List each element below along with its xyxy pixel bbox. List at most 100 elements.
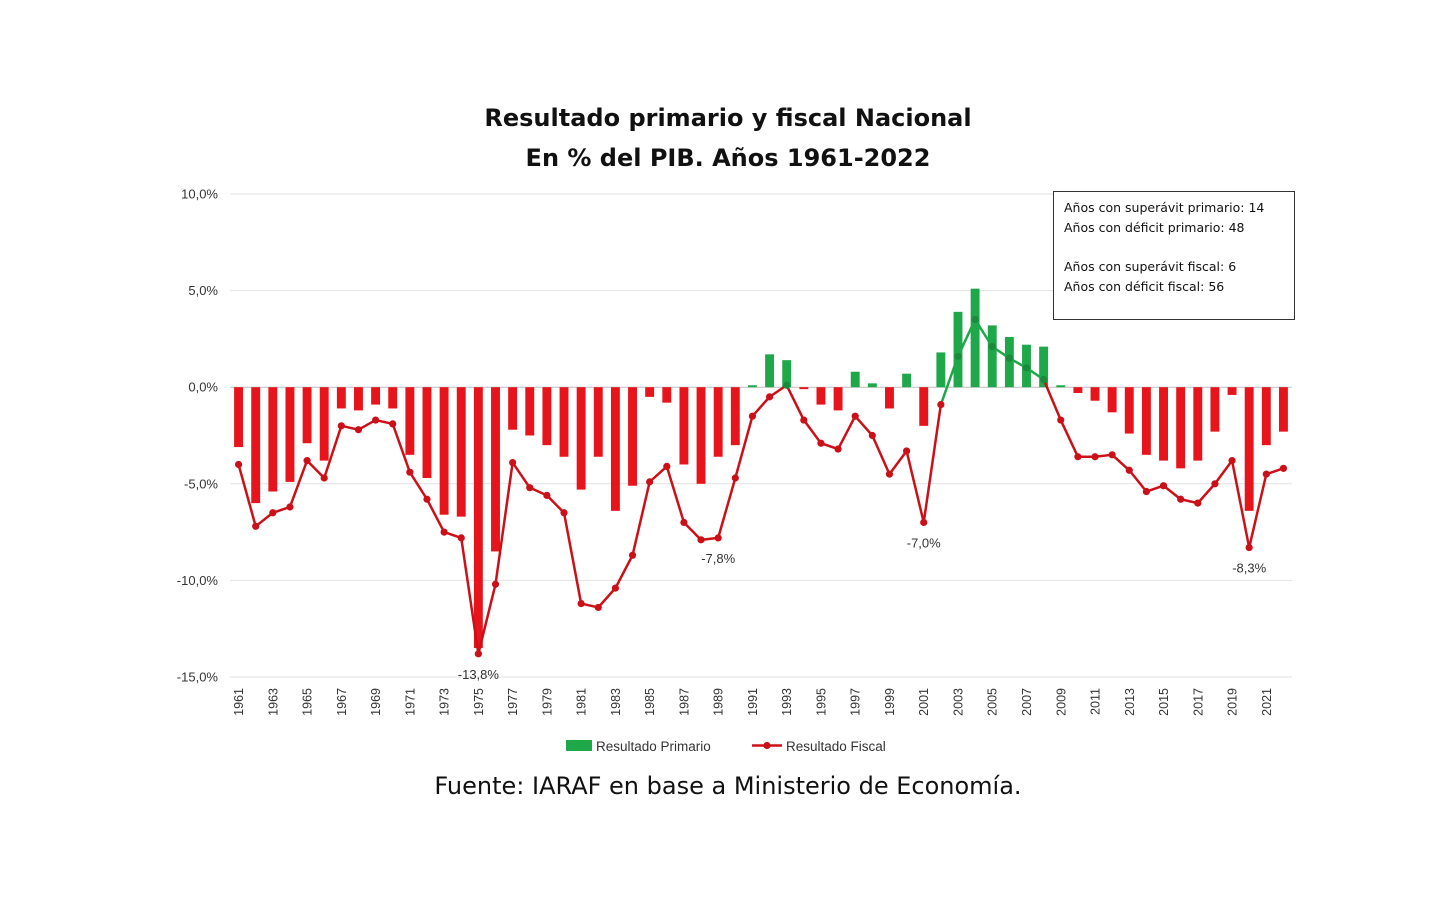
fiscal-point <box>577 599 585 608</box>
primary-bar <box>542 387 552 446</box>
fiscal-point <box>594 603 602 612</box>
x-axis-ticks: 1961 1963 1965 1967 1969 1971 1973 1975 1977 1979… <box>232 688 1274 716</box>
primary-bar <box>1107 387 1117 413</box>
primary-bar <box>1159 387 1168 461</box>
fiscal-point <box>1040 375 1048 384</box>
fiscal-line-segment <box>511 461 532 489</box>
fiscal-point <box>971 315 979 324</box>
primary-bar <box>559 387 569 457</box>
fiscal-point <box>406 468 414 476</box>
fiscal-point <box>851 412 859 420</box>
x-tick-label: 1973 <box>438 688 452 716</box>
primary-bar <box>730 387 740 446</box>
fiscal-point <box>337 422 345 430</box>
fiscal-line-segment <box>682 521 703 542</box>
x-tick-label: 2011 <box>1089 688 1103 715</box>
primary-bar <box>1210 387 1220 432</box>
fiscal-line-segment <box>973 318 994 348</box>
fiscal-line-segment <box>305 459 326 480</box>
primary-bar <box>747 385 757 388</box>
fiscal-point <box>937 400 945 409</box>
primary-bar <box>1090 387 1100 401</box>
fiscal-point <box>920 518 928 527</box>
primary-bar <box>1193 387 1203 461</box>
x-tick-label: 1969 <box>369 688 383 716</box>
fiscal-point <box>628 551 637 559</box>
y-tick-label: -10,0% <box>177 573 219 588</box>
primary-bar <box>234 387 244 448</box>
fiscal-point <box>765 393 774 401</box>
fiscal-point <box>902 447 911 455</box>
x-tick-label: 2019 <box>1226 688 1240 716</box>
x-tick-label: 1977 <box>506 688 520 716</box>
x-tick-label: 2017 <box>1191 688 1205 716</box>
x-tick-label: 2009 <box>1054 688 1068 716</box>
x-tick-label: 2003 <box>951 688 965 716</box>
fiscal-line-segment <box>853 414 874 437</box>
x-tick-label: 1981 <box>575 688 589 716</box>
primary-bar <box>491 387 500 552</box>
fiscal-line-segment <box>288 459 309 509</box>
fiscal-point <box>354 426 363 434</box>
primary-bar <box>953 311 963 388</box>
fiscal-point <box>800 416 808 424</box>
fiscal-point <box>543 491 551 499</box>
fiscal-point <box>663 462 671 471</box>
x-tick-label: 2007 <box>1020 688 1034 716</box>
primary-bar <box>1141 387 1151 455</box>
primary-bar <box>610 387 620 511</box>
fiscal-point <box>509 458 517 467</box>
fiscal-point <box>474 650 482 658</box>
fiscal-point <box>1057 416 1065 424</box>
fiscal-point <box>371 416 380 424</box>
x-tick-label: 2005 <box>986 688 1000 716</box>
x-tick-label: 1963 <box>266 688 280 716</box>
annotations: -13,8% -7,8% -7,0% -8,3% <box>458 535 1267 681</box>
x-tick-label: 1979 <box>540 688 554 716</box>
primary-bar <box>1124 387 1134 434</box>
fiscal-line-segment <box>716 476 737 540</box>
fiscal-line-segment <box>631 480 651 557</box>
fiscal-line-segment <box>391 422 412 474</box>
fiscal-line-segment <box>1247 472 1268 549</box>
legend-fiscal-marker <box>763 741 771 750</box>
primary-bar <box>302 387 312 444</box>
fiscal-line-segment <box>905 449 925 524</box>
primary-bar <box>902 373 912 388</box>
x-tick-label: 1965 <box>301 688 315 716</box>
x-tick-label: 1993 <box>780 688 794 716</box>
fiscal-line-segment <box>545 494 566 515</box>
y-tick-label: 10,0% <box>181 187 218 202</box>
fiscal-point <box>1142 487 1151 496</box>
legend-primary-swatch <box>566 740 592 751</box>
fiscal-point <box>697 536 705 544</box>
fiscal-line-segment <box>1230 459 1251 549</box>
primary-bar <box>268 387 278 492</box>
fiscal-line-segment <box>1162 484 1182 501</box>
primary-bar <box>405 387 415 455</box>
fiscal-point <box>1211 480 1219 488</box>
primary-bar <box>1004 336 1014 388</box>
fiscal-point <box>748 412 757 420</box>
fiscal-point <box>234 460 243 469</box>
fiscal-line-segment <box>614 554 634 590</box>
fiscal-line-segment <box>408 470 429 501</box>
info-primary-deficit: Años con déficit primario: 48 <box>1064 220 1245 235</box>
primary-bar <box>473 387 483 649</box>
fiscal-line-segment <box>494 461 514 586</box>
primary-bar <box>388 387 398 409</box>
primary-bar <box>319 387 329 461</box>
fiscal-point <box>783 381 791 389</box>
primary-bar <box>713 387 723 457</box>
primary-bar <box>987 325 997 388</box>
primary-bar <box>354 387 363 411</box>
primary-bar <box>816 387 826 405</box>
fiscal-point <box>731 474 739 482</box>
fiscal-point <box>269 509 277 517</box>
fiscal-line-segment <box>254 511 275 528</box>
x-tick-label: 2001 <box>917 688 931 716</box>
primary-bar <box>593 387 603 457</box>
fiscal-line-segment <box>1196 482 1217 505</box>
primary-bar <box>508 387 518 430</box>
